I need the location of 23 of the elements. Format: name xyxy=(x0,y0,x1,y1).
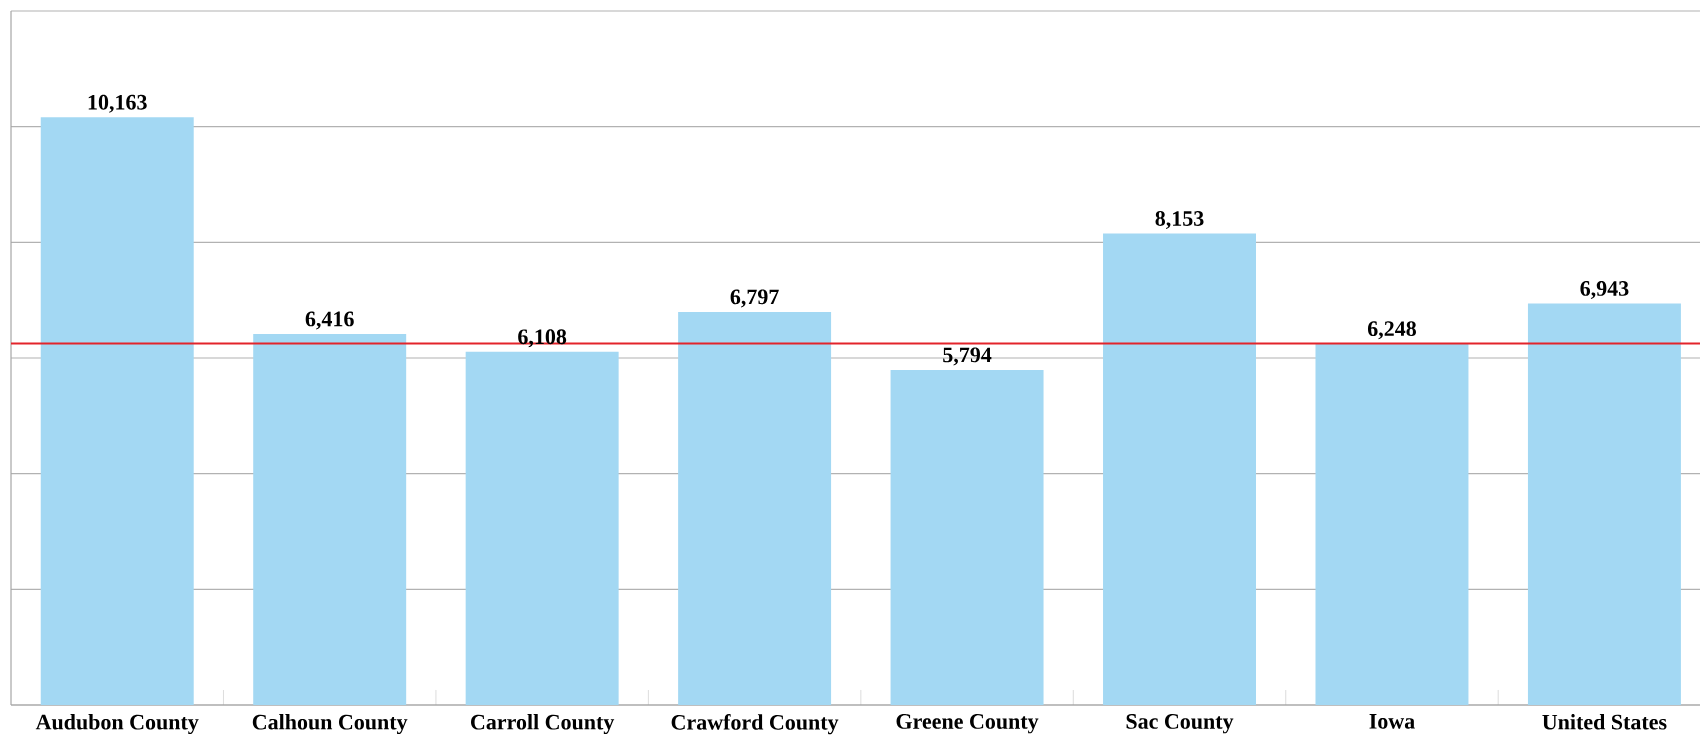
bar xyxy=(1527,303,1681,705)
x-tick-label: Carroll County xyxy=(471,714,615,735)
bar xyxy=(1103,233,1256,705)
data-label: 6,416 xyxy=(305,311,354,330)
data-label: 6,797 xyxy=(730,289,779,308)
x-tick-label: Crawford County xyxy=(671,714,839,735)
bar xyxy=(40,117,194,705)
x-tick-label: Audubon County xyxy=(35,714,199,735)
bar xyxy=(465,351,619,705)
x-tick-label: Iowa xyxy=(1369,714,1415,729)
bar xyxy=(678,311,832,705)
x-tick-label: Sac County xyxy=(1126,714,1234,734)
bar xyxy=(1315,343,1469,705)
data-label: 10,163 xyxy=(88,94,147,113)
x-tick-label: Calhoun County xyxy=(252,714,408,735)
x-tick-label: Greene County xyxy=(896,714,1039,734)
bar xyxy=(890,369,1044,705)
data-label: 6,943 xyxy=(1580,281,1629,300)
x-tick-label: United States xyxy=(1542,714,1667,730)
data-label: 6,248 xyxy=(1367,321,1416,340)
bar xyxy=(253,333,407,705)
data-label: 5,794 xyxy=(943,347,992,366)
data-label: 8,153 xyxy=(1155,211,1204,230)
